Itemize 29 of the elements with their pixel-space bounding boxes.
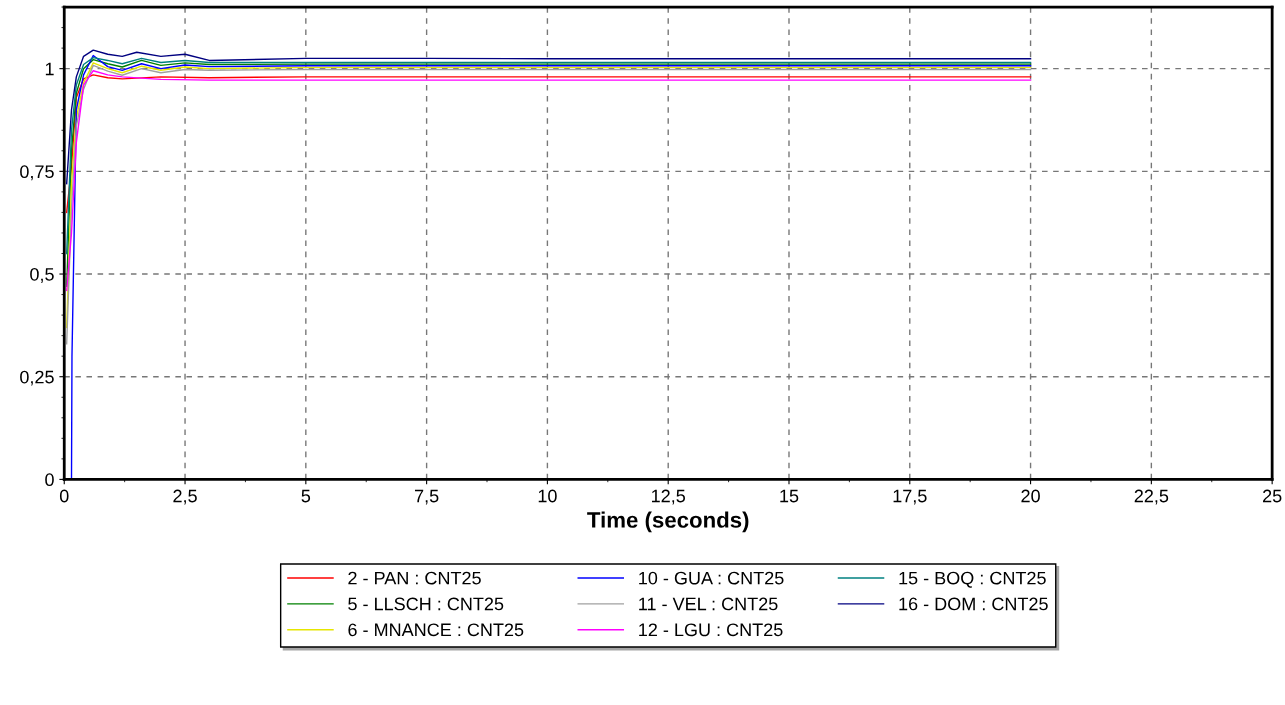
- x-tick-label: 20: [1021, 489, 1040, 503]
- legend-label: 16 - DOM : CNT25: [899, 597, 1048, 611]
- line-series: [65, 56, 1032, 255]
- y-tick-label: 1: [45, 62, 54, 76]
- legend-label: 6 - MNANCE : CNT25: [348, 623, 524, 637]
- x-tick-label: 12,5: [652, 489, 686, 505]
- x-tick-label: 17,5: [893, 489, 927, 505]
- line-series: [70, 54, 1032, 480]
- x-tick-label: 5: [301, 489, 311, 503]
- legend-label: 10 - GUA : CNT25: [639, 571, 784, 585]
- y-tick-label: 0,75: [20, 165, 54, 181]
- x-axis-title: Time (seconds): [587, 511, 749, 533]
- line-series: [65, 74, 1032, 214]
- x-tick-label: 22,5: [1134, 489, 1169, 505]
- legend-label: 12 - LGU : CNT25: [639, 623, 783, 637]
- legend-label: 2 - PAN : CNT25: [348, 571, 481, 585]
- legend-label: 15 - BOQ : CNT25: [899, 571, 1046, 588]
- x-tick-label: 2,5: [173, 489, 197, 505]
- legend-label: 11 - VEL : CNT25: [639, 597, 778, 611]
- y-tick-label: 0: [45, 473, 54, 487]
- line-series: [65, 49, 1032, 185]
- x-tick-label: 10: [538, 489, 557, 503]
- x-tick-label: 7,5: [415, 489, 439, 505]
- y-tick-label: 0,25: [20, 370, 54, 386]
- x-tick-label: 15: [780, 489, 799, 503]
- x-tick-label: 25: [1263, 489, 1282, 503]
- legend-label: 5 - LLSCH : CNT25: [348, 597, 504, 611]
- x-tick-label: 0: [59, 489, 69, 503]
- y-tick-label: 0,5: [30, 267, 54, 283]
